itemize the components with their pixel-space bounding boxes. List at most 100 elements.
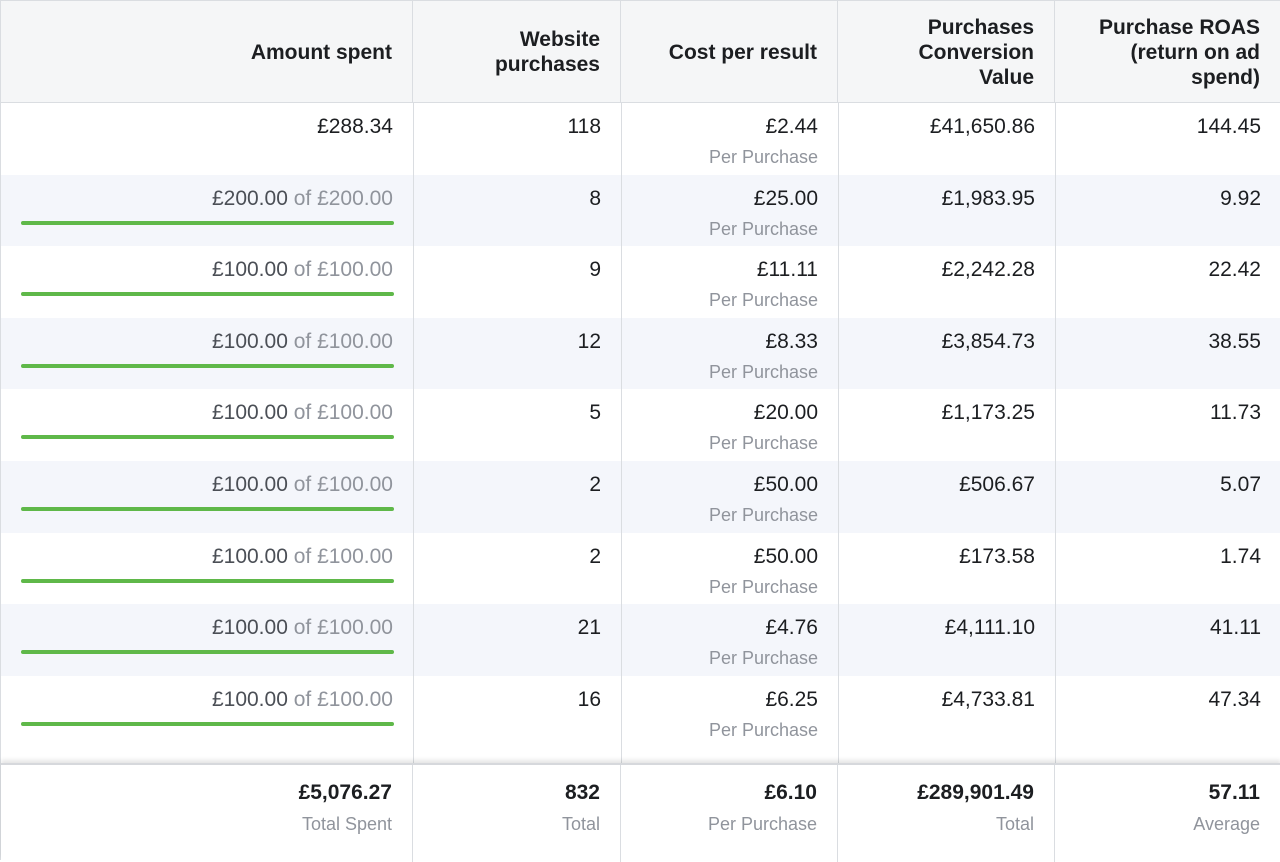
website-purchases-cell: 9 — [413, 246, 621, 318]
table-row[interactable]: £100.00 of £100.00 2 £50.00 Per Purchase £17… — [1, 533, 1280, 605]
budget-value: £100.00 — [317, 616, 393, 640]
column-header-amount-spent[interactable]: Amount spent — [1, 1, 413, 103]
budget-progress-bar — [21, 578, 394, 583]
cost-per-result-cell: £2.44 Per Purchase — [621, 103, 838, 175]
column-header-purchase-roas[interactable]: Purchase ROAS (return on ad spend) — [1055, 1, 1280, 103]
purchase-roas: 5.07 — [1220, 473, 1261, 496]
column-divider — [1055, 103, 1056, 763]
total-purchases-label: Total — [561, 814, 600, 834]
conversion-value: £506.67 — [959, 473, 1035, 496]
website-purchases-cell: 118 — [413, 103, 621, 175]
total-amount-spent: £5,076.27 — [298, 781, 392, 804]
amount-spent: £100.00 of £100.00 — [212, 473, 393, 497]
budget-separator: of — [287, 258, 318, 282]
cost-per-result-label: Per Purchase — [708, 648, 818, 669]
conversion-value: £173.58 — [959, 544, 1035, 568]
table-row[interactable]: £100.00 of £100.00 21 £4.76 Per Purchase £4,… — [1, 604, 1280, 676]
cost-per-result: £50.00 — [753, 473, 818, 496]
website-purchases: 16 — [577, 687, 601, 711]
cost-per-result-label: Per Purchase — [708, 433, 818, 454]
total-cost-per-result-label: Per Purchase — [707, 814, 817, 834]
budget-separator: of — [287, 473, 318, 496]
table-row[interactable]: £100.00 of £100.00 12 £8.33 Per Purchase £3,… — [1, 317, 1280, 390]
conversion-value-cell: £1,173.25 — [838, 389, 1055, 461]
column-header-cost-per-result[interactable]: Cost per result — [621, 1, 838, 103]
budget-value: £100.00 — [317, 401, 393, 425]
conversion-value: £2,242.28 — [941, 258, 1035, 282]
table-row[interactable]: £200.00 of £200.00 8 £25.00 Per Purchase £1,… — [1, 174, 1280, 247]
amount-spent: £288.34 — [317, 115, 393, 139]
purchase-roas-cell: 47.34 — [1055, 676, 1280, 748]
budget-progress-bar — [21, 292, 394, 297]
column-header-label: Purchases Conversion Value — [918, 15, 1034, 89]
budget-value: £100.00 — [317, 329, 393, 353]
cost-per-result-cell: £50.00 Per Purchase — [621, 461, 838, 533]
budget-separator: of — [287, 186, 318, 210]
table-row[interactable]: £100.00 of £100.00 5 £20.00 Per Purchase £1,… — [1, 389, 1280, 461]
table-row[interactable]: £100.00 of £100.00 2 £50.00 Per Purchase £50… — [1, 461, 1280, 533]
budget-progress-bar — [21, 507, 394, 511]
amount-spent-cell: £100.00 of £100.00 — [1, 676, 413, 748]
amount-spent: £100.00 of £100.00 — [212, 545, 393, 569]
table-row[interactable]: £288.34 118 £2.44 Per Purchase £41,650.86 144… — [1, 103, 1280, 175]
purchase-roas: 38.55 — [1208, 329, 1261, 353]
amount-spent: £100.00 of £100.00 — [212, 688, 393, 712]
column-header-website-purchases[interactable]: Website purchases — [413, 1, 621, 103]
purchase-roas: 41.11 — [1210, 616, 1261, 640]
amount-spent-cell: £100.00 of £100.00 — [1, 246, 413, 318]
conversion-value: £4,733.81 — [941, 687, 1035, 711]
amount-spent-value: £100.00 — [211, 258, 288, 282]
website-purchases-cell: 8 — [413, 175, 621, 247]
cost-per-result-label: Per Purchase — [708, 147, 818, 167]
website-purchases-cell: 21 — [413, 604, 621, 676]
amount-spent-value: £100.00 — [211, 544, 288, 568]
cost-per-result-cell: £25.00 Per Purchase — [621, 175, 838, 247]
table-row[interactable]: £100.00 of £100.00 9 £11.11 Per Purchase £2,… — [1, 246, 1280, 318]
website-purchases-cell: 16 — [413, 676, 621, 748]
website-purchases-cell: 2 — [413, 533, 621, 605]
budget-value: £100.00 — [317, 258, 393, 282]
conversion-value: £1,173.25 — [941, 401, 1035, 425]
purchase-roas: 47.34 — [1208, 687, 1261, 711]
budget-separator: of — [287, 401, 318, 425]
cost-per-result-label: Per Purchase — [708, 505, 818, 525]
purchase-roas: 1.74 — [1220, 544, 1261, 568]
amount-spent: £100.00 of £100.00 — [212, 616, 393, 640]
cost-per-result: £20.00 — [753, 401, 818, 425]
website-purchases: 5 — [589, 401, 601, 425]
purchase-roas-cell: 38.55 — [1055, 318, 1280, 390]
total-cost-per-result-cell: £6.10 Per Purchase — [621, 765, 838, 862]
conversion-value: £3,854.73 — [941, 329, 1035, 353]
website-purchases: 118 — [567, 115, 601, 138]
average-roas-label: Average — [1193, 814, 1260, 834]
purchase-roas: 144.45 — [1196, 115, 1261, 138]
column-header-conversion-value[interactable]: Purchases Conversion Value — [838, 1, 1055, 103]
column-divider — [413, 103, 414, 763]
conversion-value-cell: £4,733.81 — [838, 676, 1055, 748]
website-purchases: 9 — [589, 258, 601, 282]
budget-progress-bar — [21, 721, 394, 726]
budget-value: £200.00 — [317, 186, 393, 210]
cost-per-result-label: Per Purchase — [708, 361, 818, 382]
conversion-value: £4,111.10 — [944, 616, 1035, 640]
budget-separator: of — [287, 329, 318, 353]
column-header-label: Amount spent — [250, 40, 392, 64]
total-amount-spent-label: Total Spent — [301, 814, 392, 834]
cost-per-result-cell: £8.33 Per Purchase — [621, 318, 838, 390]
cost-per-result: £6.25 — [765, 687, 818, 711]
column-divider — [838, 103, 839, 763]
purchase-roas: 22.42 — [1208, 258, 1261, 282]
website-purchases: 2 — [589, 544, 601, 568]
column-divider — [621, 103, 622, 763]
total-conversion-value-cell: £289,901.49 Total — [838, 765, 1055, 862]
website-purchases-cell: 2 — [413, 461, 621, 533]
budget-progress-bar — [21, 220, 394, 225]
conversion-value: £41,650.86 — [929, 115, 1035, 138]
conversion-value-cell: £1,983.95 — [838, 175, 1055, 247]
budget-value: £100.00 — [317, 544, 393, 568]
table-row[interactable]: £100.00 of £100.00 16 £6.25 Per Purchase £4,… — [1, 676, 1280, 748]
cost-per-result: £4.76 — [765, 616, 818, 640]
purchase-roas-cell: 22.42 — [1055, 246, 1280, 318]
total-amount-spent-cell: £5,076.27 Total Spent — [1, 765, 413, 862]
